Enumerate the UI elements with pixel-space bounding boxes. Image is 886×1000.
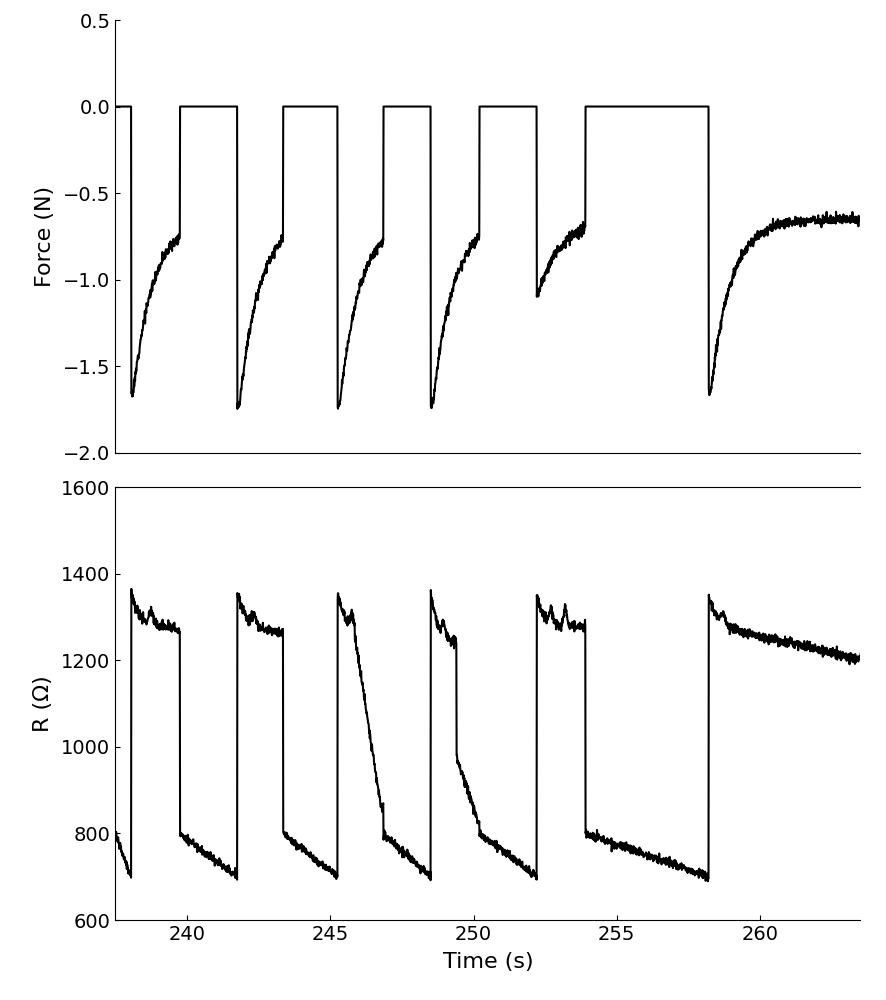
X-axis label: Time (s): Time (s)	[442, 952, 532, 972]
Y-axis label: R (Ω): R (Ω)	[33, 675, 53, 732]
Y-axis label: Force (N): Force (N)	[35, 186, 55, 287]
